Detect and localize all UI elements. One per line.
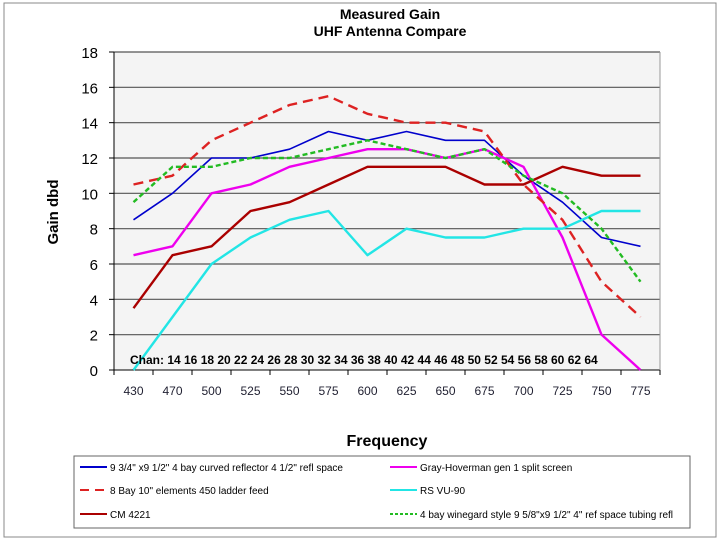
legend-label: 8 Bay 10" elements 450 ladder feed [110, 486, 269, 497]
legend-label: 4 bay winegard style 9 5/8"x9 1/2" 4" re… [420, 510, 673, 521]
x-axis-ticks: 430 470 500 525 550 575 600 625 650 675 700 725 750 7… [113, 52, 661, 398]
y-tick-label: 16 [81, 80, 98, 97]
gridlines [114, 51, 660, 336]
series-lines [132, 94, 642, 371]
y-axis-label: Gain dbd [45, 180, 62, 245]
legend-label: 9 3/4" x9 1/2" 4 bay curved reflector 4 … [110, 463, 343, 474]
x-tick-label: 430 [123, 384, 143, 398]
legend-label: RS VU-90 [420, 486, 465, 497]
x-tick-label: 650 [435, 384, 455, 398]
y-tick-label: 0 [90, 363, 98, 380]
x-tick-label: 600 [357, 384, 377, 398]
legend [73, 455, 691, 529]
series-line [132, 209, 641, 371]
chart-subtitle: UHF Antenna Compare [314, 23, 467, 39]
series-line [132, 139, 642, 283]
x-tick-label: 550 [279, 384, 299, 398]
x-tick-label: 500 [201, 384, 221, 398]
y-tick-label: 6 [90, 257, 98, 274]
series-line [133, 130, 641, 248]
series-line [133, 94, 642, 318]
x-tick-label: 700 [513, 384, 533, 398]
series-line [132, 165, 641, 309]
y-tick-label: 18 [81, 45, 98, 62]
y-axis-ticks: 0 2 4 6 8 10 12 14 16 18 [81, 45, 115, 380]
y-tick-label: 12 [81, 151, 98, 168]
x-axis-label: Frequency [347, 433, 428, 450]
x-tick-label: 775 [630, 384, 650, 398]
y-tick-label: 2 [90, 328, 98, 345]
x-tick-label: 525 [240, 384, 260, 398]
legend-label: CM 4221 [110, 510, 151, 521]
series-line [133, 147, 642, 371]
x-tick-label: 675 [474, 384, 494, 398]
chart-title: Measured Gain [340, 6, 440, 22]
y-tick-label: 14 [81, 116, 98, 133]
x-tick-label: 725 [552, 384, 572, 398]
x-tick-label: 575 [318, 384, 338, 398]
x-tick-label: 625 [396, 384, 416, 398]
y-tick-label: 8 [90, 222, 98, 239]
plot-area [114, 52, 660, 370]
y-tick-label: 4 [90, 292, 98, 309]
legend-label: Gray-Hoverman gen 1 split screen [420, 463, 572, 474]
x-tick-label: 470 [162, 384, 182, 398]
legend-entries: 9 3/4" x9 1/2" 4 bay curved reflector 4 … [80, 463, 673, 521]
channel-annotation: Chan: 14 16 18 20 22 24 26 28 30 32 34 3… [130, 353, 598, 367]
x-tick-label: 750 [591, 384, 611, 398]
y-tick-label: 10 [81, 186, 98, 203]
